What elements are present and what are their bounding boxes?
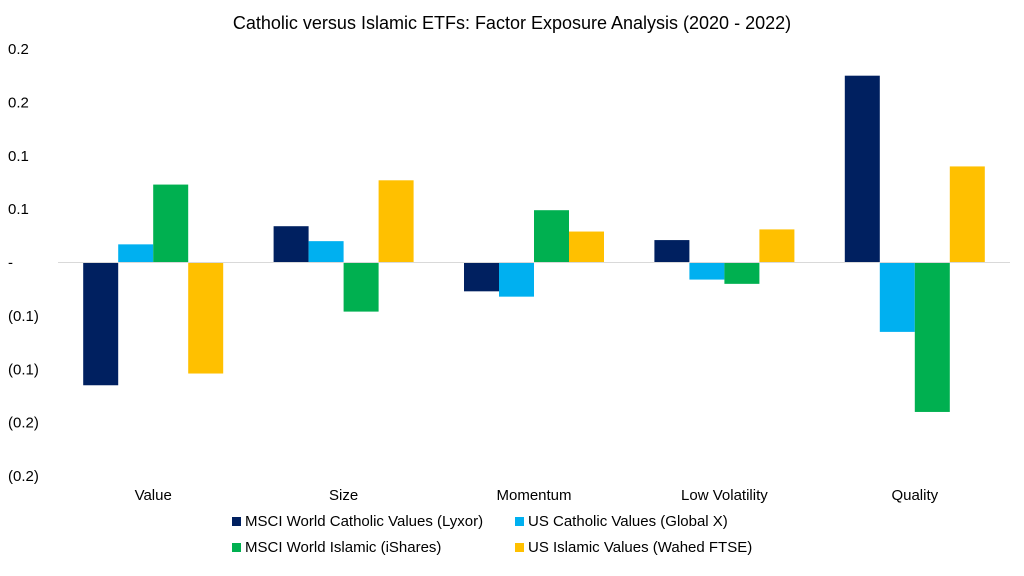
- x-tick-label: Value: [135, 487, 172, 504]
- bar: [914, 262, 950, 412]
- bar: [83, 262, 119, 386]
- y-axis: 0.2 0.2 0.1 0.1 - (0.1) (0.1) (0.2) (0.2): [8, 41, 39, 485]
- bar: [569, 231, 604, 263]
- bar: [724, 262, 760, 284]
- x-tick-label: Low Volatility: [681, 487, 768, 504]
- bar: [689, 262, 725, 280]
- x-tick-label: Momentum: [496, 487, 571, 504]
- legend-label: US Islamic Values (Wahed FTSE): [528, 539, 752, 556]
- y-tick-label: 0.1: [8, 148, 29, 165]
- bar: [118, 244, 154, 263]
- y-tick-label: (0.2): [8, 468, 39, 485]
- bar: [534, 210, 569, 263]
- x-tick-label: Quality: [891, 487, 938, 504]
- x-axis: Value Size Momentum Low Volatility Quality: [135, 487, 939, 504]
- legend-swatch: [232, 543, 241, 552]
- bar: [308, 241, 344, 263]
- bar: [759, 229, 795, 263]
- y-tick-label: 0.1: [8, 201, 29, 218]
- y-tick-label: -: [8, 255, 13, 272]
- legend-label: MSCI World Islamic (iShares): [245, 539, 441, 556]
- y-tick-label: 0.2: [8, 41, 29, 58]
- bar: [879, 262, 915, 332]
- y-tick-label: (0.1): [8, 308, 39, 325]
- bar: [499, 262, 534, 297]
- bar: [464, 262, 499, 292]
- y-tick-label: (0.1): [8, 361, 39, 378]
- legend-swatch: [515, 517, 524, 526]
- chart-title: Catholic versus Islamic ETFs: Factor Exp…: [233, 13, 791, 33]
- bar: [844, 75, 880, 263]
- bar: [188, 262, 224, 374]
- y-tick-label: 0.2: [8, 94, 29, 111]
- bar: [273, 226, 309, 263]
- bar: [343, 262, 379, 312]
- x-tick-label: Size: [329, 487, 358, 504]
- y-tick-label: (0.2): [8, 415, 39, 432]
- bar: [949, 166, 985, 263]
- legend: MSCI World Catholic Values (Lyxor) US Cat…: [232, 513, 752, 556]
- bars: [83, 75, 985, 412]
- legend-swatch: [515, 543, 524, 552]
- bar: [378, 180, 414, 263]
- legend-label: MSCI World Catholic Values (Lyxor): [245, 513, 483, 530]
- bar: [153, 184, 189, 263]
- bar: [654, 240, 690, 263]
- legend-label: US Catholic Values (Global X): [528, 513, 728, 530]
- legend-swatch: [232, 517, 241, 526]
